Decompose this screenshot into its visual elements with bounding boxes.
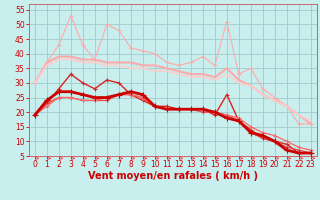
X-axis label: Vent moyen/en rafales ( km/h ): Vent moyen/en rafales ( km/h )	[88, 171, 258, 181]
